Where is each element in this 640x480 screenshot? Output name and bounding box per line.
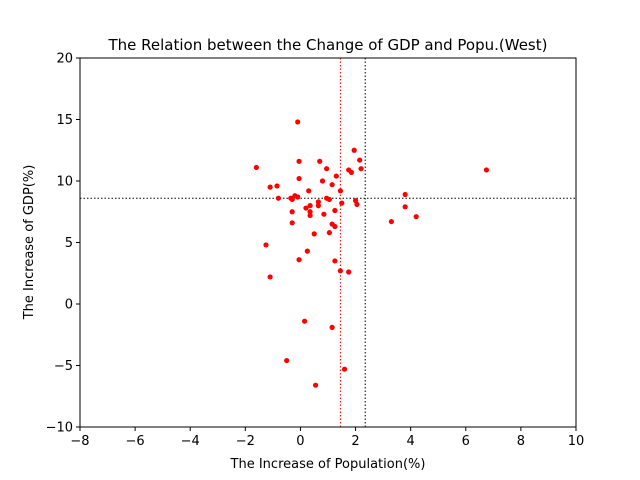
x-tick-label-4: 0 bbox=[296, 434, 304, 449]
y-tick-label-0: −10 bbox=[46, 421, 73, 436]
data-point-30 bbox=[307, 203, 313, 209]
data-point-47 bbox=[346, 269, 352, 275]
data-point-32 bbox=[289, 209, 295, 215]
x-tick-label-9: 10 bbox=[568, 434, 585, 449]
x-tick-label-8: 8 bbox=[517, 434, 525, 449]
data-point-0 bbox=[295, 119, 301, 125]
data-point-41 bbox=[326, 230, 332, 236]
data-point-27 bbox=[315, 199, 321, 205]
x-tick-label-6: 4 bbox=[407, 434, 415, 449]
data-point-56 bbox=[284, 357, 290, 364]
x-tick-label-0: −8 bbox=[70, 434, 89, 449]
y-tick-label-4: 10 bbox=[56, 175, 73, 190]
y-axis-label: The Increase of GDP(%) bbox=[22, 165, 37, 321]
data-point-48 bbox=[267, 274, 273, 280]
x-tick-label-2: −4 bbox=[181, 434, 200, 449]
data-point-39 bbox=[332, 223, 338, 230]
data-point-16 bbox=[306, 188, 312, 194]
chart-title: The Relation between the Change of GDP a… bbox=[108, 36, 548, 54]
data-point-45 bbox=[332, 258, 338, 264]
data-point-49 bbox=[402, 191, 408, 198]
data-point-4 bbox=[351, 147, 357, 153]
data-point-6 bbox=[358, 166, 364, 172]
y-tick-label-1: −5 bbox=[54, 359, 73, 374]
data-point-10 bbox=[333, 173, 339, 179]
data-point-21 bbox=[289, 196, 295, 203]
data-point-53 bbox=[483, 167, 490, 173]
data-point-28 bbox=[315, 203, 321, 209]
data-point-37 bbox=[289, 220, 295, 226]
data-point-34 bbox=[307, 209, 313, 215]
data-point-9 bbox=[348, 169, 355, 175]
x-tick-label-3: −2 bbox=[236, 434, 255, 449]
data-point-7 bbox=[324, 166, 330, 172]
data-point-17 bbox=[337, 188, 343, 194]
data-point-11 bbox=[296, 175, 302, 182]
x-tick-label-7: 6 bbox=[462, 434, 470, 449]
data-point-2 bbox=[296, 158, 302, 164]
data-point-35 bbox=[307, 212, 313, 219]
x-axis-label: The Increase of Population(%) bbox=[230, 457, 426, 472]
data-point-24 bbox=[326, 196, 332, 203]
data-point-22 bbox=[275, 195, 281, 201]
data-point-51 bbox=[413, 214, 419, 220]
data-point-15 bbox=[274, 183, 280, 189]
y-tick-label-5: 15 bbox=[56, 113, 73, 128]
y-tick-label-6: 20 bbox=[56, 52, 73, 67]
data-point-42 bbox=[263, 242, 269, 248]
y-tick-label-3: 5 bbox=[65, 236, 73, 251]
x-tick-label-5: 2 bbox=[351, 434, 359, 449]
plot-area: −8 −6 −4 −2 0 2 4 6 8 10 −10 −5 0 5 10 15 20 bbox=[46, 52, 585, 450]
data-point-29 bbox=[339, 200, 345, 206]
data-point-52 bbox=[388, 218, 394, 225]
data-point-5 bbox=[357, 157, 363, 163]
data-point-57 bbox=[341, 366, 348, 372]
data-point-31 bbox=[303, 205, 309, 211]
data-point-40 bbox=[311, 231, 317, 237]
data-point-55 bbox=[329, 324, 335, 330]
x-tick-label-1: −6 bbox=[126, 434, 145, 449]
data-point-43 bbox=[304, 248, 310, 254]
data-point-54 bbox=[301, 318, 308, 324]
data-point-46 bbox=[337, 268, 343, 274]
data-point-33 bbox=[332, 207, 338, 214]
data-point-36 bbox=[321, 211, 327, 217]
y-tick-label-2: 0 bbox=[65, 298, 73, 313]
data-point-3 bbox=[317, 158, 323, 164]
data-point-13 bbox=[329, 182, 335, 188]
data-point-44 bbox=[296, 257, 302, 263]
data-point-58 bbox=[313, 382, 319, 388]
data-point-50 bbox=[402, 204, 408, 210]
data-point-19 bbox=[295, 194, 301, 200]
data-point-26 bbox=[354, 201, 360, 207]
data-point-14 bbox=[267, 184, 273, 190]
data-point-12 bbox=[319, 178, 326, 184]
data-point-1 bbox=[253, 164, 259, 171]
